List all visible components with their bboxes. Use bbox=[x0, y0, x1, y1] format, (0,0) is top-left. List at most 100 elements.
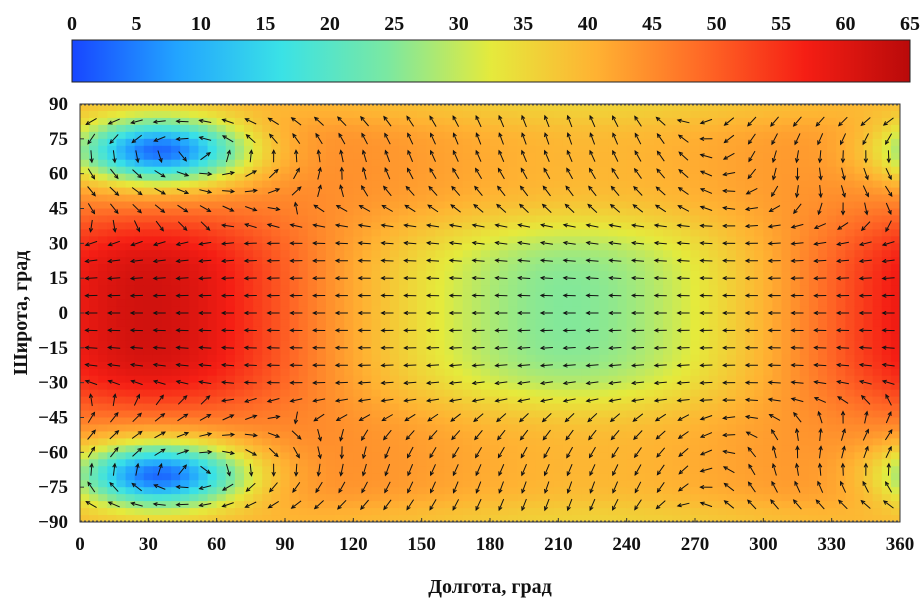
heatmap-cell bbox=[253, 417, 263, 426]
heatmap-cell bbox=[435, 145, 446, 154]
heatmap-cell bbox=[171, 452, 181, 460]
heatmap-cell bbox=[772, 438, 783, 446]
heatmap-cell bbox=[398, 452, 409, 460]
heatmap-cell bbox=[198, 319, 209, 328]
heatmap-cell bbox=[736, 180, 746, 189]
heatmap-cell bbox=[280, 354, 291, 363]
heatmap-cell bbox=[198, 250, 209, 258]
heatmap-cell bbox=[262, 459, 272, 467]
heatmap-cell bbox=[307, 368, 318, 377]
heatmap-cell bbox=[98, 180, 108, 189]
heatmap-cell bbox=[389, 194, 400, 203]
heatmap-cell bbox=[490, 466, 500, 474]
heatmap-cell bbox=[772, 480, 783, 488]
heatmap-cell bbox=[672, 403, 682, 412]
heatmap-cell bbox=[225, 306, 236, 314]
heatmap-cell bbox=[690, 187, 701, 196]
heatmap-cell bbox=[644, 313, 655, 321]
heatmap-cell bbox=[681, 166, 692, 175]
heatmap-cell bbox=[335, 222, 345, 230]
heatmap-cell bbox=[253, 278, 263, 286]
heatmap-cell bbox=[344, 152, 354, 161]
heatmap-cell bbox=[171, 299, 181, 307]
heatmap-cell bbox=[98, 306, 108, 314]
heatmap-cell bbox=[289, 194, 300, 203]
heatmap-cell bbox=[134, 319, 145, 328]
heatmap-cell bbox=[490, 152, 500, 161]
heatmap-cell bbox=[799, 438, 810, 446]
heatmap-cell bbox=[107, 104, 118, 112]
heatmap-cell bbox=[198, 347, 209, 356]
heatmap-cell bbox=[262, 299, 272, 307]
heatmap-cell bbox=[408, 271, 418, 279]
heatmap-cell bbox=[754, 501, 764, 509]
heatmap-cell bbox=[717, 180, 728, 189]
heatmap-cell bbox=[818, 438, 828, 446]
heatmap-cell bbox=[818, 473, 828, 481]
heatmap-cell bbox=[207, 410, 218, 419]
heatmap-cell bbox=[180, 431, 190, 439]
heatmap-cell bbox=[754, 368, 764, 377]
heatmap-cell bbox=[180, 389, 190, 398]
heatmap-cell bbox=[171, 243, 181, 251]
heatmap-cell bbox=[644, 264, 655, 272]
heatmap-cell bbox=[143, 403, 154, 412]
heatmap-cell bbox=[599, 326, 610, 335]
heatmap-cell bbox=[790, 264, 801, 272]
heatmap-cell bbox=[80, 138, 90, 147]
heatmap-cell bbox=[152, 431, 163, 439]
heatmap-cell bbox=[198, 264, 209, 272]
heatmap-cell bbox=[827, 403, 837, 412]
heatmap-cell bbox=[699, 494, 710, 502]
heatmap-cell bbox=[398, 215, 409, 224]
heatmap-cell bbox=[781, 264, 792, 272]
heatmap-cell bbox=[717, 166, 728, 175]
heatmap-cell bbox=[353, 117, 364, 126]
heatmap-cell bbox=[262, 110, 272, 119]
heatmap-cell bbox=[763, 187, 774, 196]
heatmap-cell bbox=[781, 361, 792, 370]
heatmap-cell bbox=[189, 292, 200, 300]
heatmap-cell bbox=[526, 424, 537, 433]
heatmap-cell bbox=[453, 152, 464, 161]
heatmap-cell bbox=[672, 166, 682, 175]
heatmap-cell bbox=[827, 347, 837, 356]
heatmap-cell bbox=[626, 104, 637, 112]
heatmap-cell bbox=[253, 424, 263, 433]
heatmap-cell bbox=[316, 459, 327, 467]
heatmap-cell bbox=[772, 487, 783, 495]
heatmap-cell bbox=[754, 152, 764, 161]
heatmap-cell bbox=[389, 389, 400, 398]
heatmap-cell bbox=[590, 375, 600, 384]
heatmap-cell bbox=[417, 480, 427, 488]
heatmap-cell bbox=[599, 222, 610, 230]
heatmap-cell bbox=[89, 431, 99, 439]
heatmap-cell bbox=[708, 396, 719, 405]
heatmap-cell bbox=[736, 319, 746, 328]
heatmap-cell bbox=[462, 459, 473, 467]
heatmap-cell bbox=[262, 389, 272, 398]
heatmap-cell bbox=[98, 382, 108, 391]
heatmap-cell bbox=[572, 494, 582, 502]
heatmap-cell bbox=[143, 466, 154, 474]
heatmap-cell bbox=[152, 459, 163, 467]
heatmap-cell bbox=[553, 173, 564, 182]
heatmap-cell bbox=[453, 445, 464, 453]
heatmap-cell bbox=[298, 236, 309, 244]
heatmap-cell bbox=[389, 250, 400, 258]
heatmap-cell bbox=[808, 424, 819, 433]
heatmap-cell bbox=[772, 278, 783, 286]
heatmap-cell bbox=[116, 229, 127, 237]
heatmap-cell bbox=[171, 515, 181, 522]
heatmap-cell bbox=[736, 459, 746, 467]
heatmap-cell bbox=[772, 452, 783, 460]
heatmap-cell bbox=[435, 375, 446, 384]
heatmap-cell bbox=[572, 410, 582, 419]
heatmap-cell bbox=[171, 375, 181, 384]
heatmap-cell bbox=[790, 459, 801, 467]
heatmap-cell bbox=[462, 333, 473, 342]
heatmap-cell bbox=[280, 313, 291, 321]
heatmap-cell bbox=[280, 278, 291, 286]
heatmap-cell bbox=[280, 229, 291, 237]
heatmap-cell bbox=[143, 243, 154, 251]
